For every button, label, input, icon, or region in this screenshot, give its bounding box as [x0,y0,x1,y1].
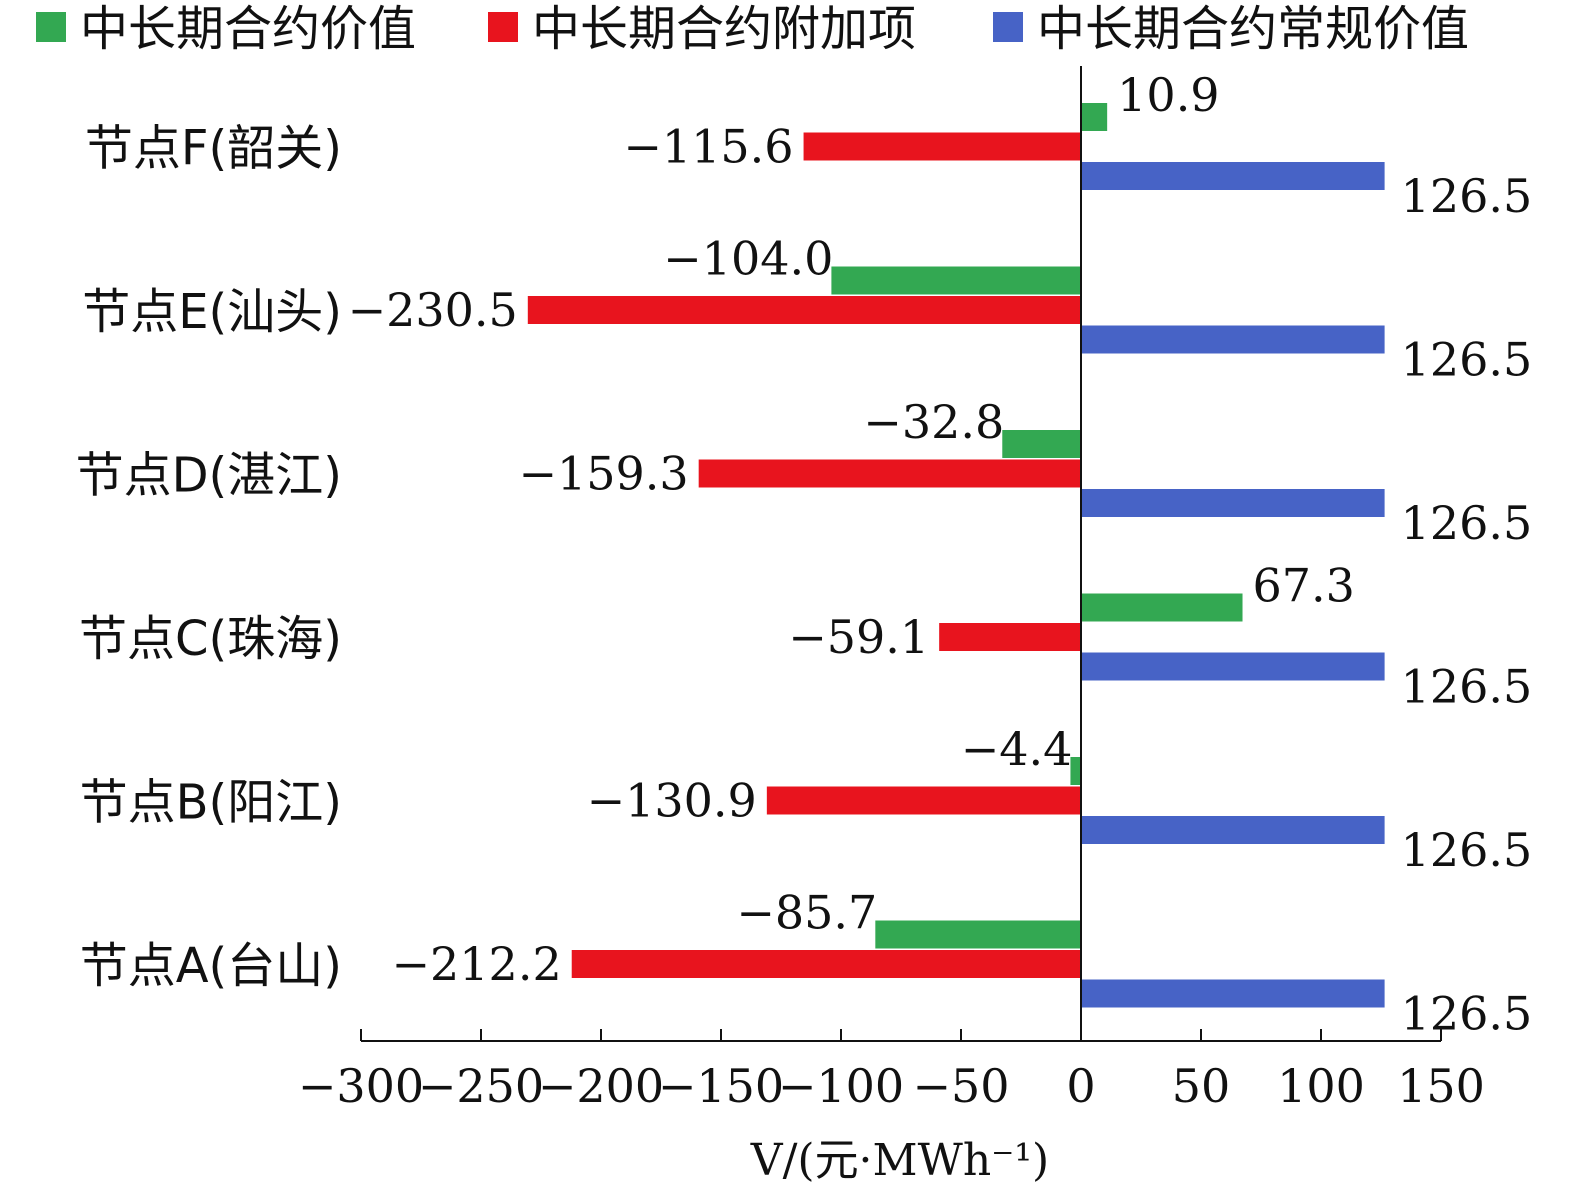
bar [766,786,1081,815]
x-tick-label: −50 [912,1059,1009,1113]
data-label: −4.4 [961,722,1073,776]
data-label: 126.5 [1401,496,1533,550]
x-axis-title: V/(元·MWh⁻¹) [750,1135,1049,1186]
x-tick-label: −200 [538,1059,664,1113]
data-label: 126.5 [1401,823,1533,877]
bar [939,623,1081,651]
x-tick-label: −300 [298,1059,424,1113]
x-tick-label: 50 [1172,1059,1231,1113]
bars: 节点F(韶关) 10.9 −115.6 126.5 节点E(汕头) −104.0 −230.… [76,68,1533,1041]
data-label: −104.0 [663,232,833,286]
data-label: 126.5 [1401,987,1533,1041]
legend-label-3: 中长期合约常规价值 [1037,1,1469,57]
legend-swatch-2 [488,12,518,42]
bar [1081,162,1385,190]
bar [1081,593,1243,622]
x-tick-label: 0 [1066,1059,1095,1113]
legend-swatch-1 [36,12,66,42]
data-label: 126.5 [1401,333,1533,387]
category-label: 节点C(珠海) [79,611,342,667]
category-label: 节点D(湛江) [76,448,342,504]
legend-swatch-3 [993,12,1023,42]
category-label: 节点F(韶关) [85,121,342,177]
data-label: −159.3 [518,447,688,501]
bar [1081,652,1385,681]
data-label: 126.5 [1401,169,1533,223]
data-label: 10.9 [1117,68,1219,122]
category-label: 节点B(阳江) [80,775,342,831]
data-label: −130.9 [587,774,757,828]
bar [571,950,1081,978]
data-label: 67.3 [1253,559,1355,613]
legend: 中长期合约价值 中长期合约附加项 中长期合约常规价值 [36,1,1469,57]
bar [803,132,1081,161]
x-tick-label: 150 [1397,1059,1485,1113]
bar [1081,979,1385,1008]
axes: −300−250−200−150−100 −50 0 50 100 150 [298,66,1485,1113]
bar [1081,816,1385,844]
x-tick-label: −150 [658,1059,784,1113]
data-label: −230.5 [348,283,518,337]
bar [1081,325,1385,354]
data-label: −59.1 [788,610,929,664]
bar [1081,489,1385,517]
category-label: 节点A(台山) [80,938,342,994]
bar [1002,430,1081,458]
x-tick-label: −250 [418,1059,544,1113]
legend-label-2: 中长期合约附加项 [532,1,916,57]
legend-label-1: 中长期合约价值 [80,1,416,57]
bar [831,266,1081,295]
data-label: −115.6 [623,120,793,174]
bar [1070,757,1081,785]
bar [527,296,1081,324]
data-label: 126.5 [1401,660,1533,714]
x-tick-label: 100 [1277,1059,1365,1113]
data-label: −85.7 [736,886,877,940]
category-label: 节点E(汕头) [82,284,342,340]
bar [698,459,1081,488]
data-label: −212.2 [391,937,561,991]
x-tick-label: −100 [778,1059,904,1113]
data-label: −32.8 [863,395,1004,449]
bar [1081,103,1108,131]
bar [875,920,1081,949]
